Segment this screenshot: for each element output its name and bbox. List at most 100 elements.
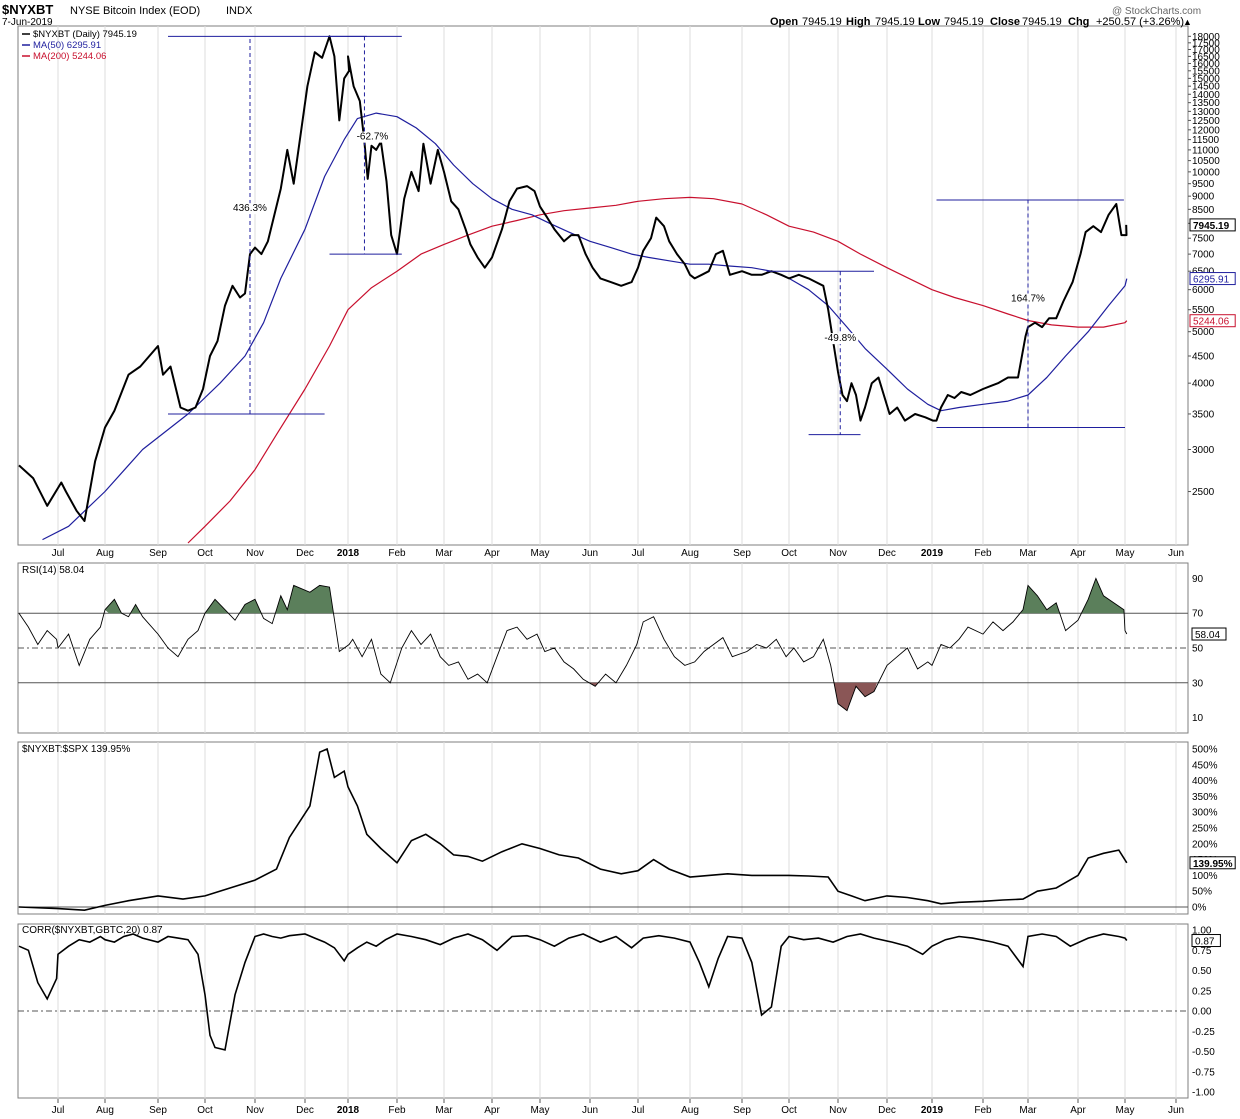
x-tick-label-top-13: Aug (681, 548, 699, 559)
ratio-y-tick-1: 50% (1192, 887, 1212, 898)
annotation-label-3: 164.7% (1011, 293, 1045, 304)
price-y-tick-14: 9500 (1192, 179, 1215, 190)
last-ratio-label: 139.95% (1193, 859, 1233, 870)
ratio-y-tick-10: 500% (1192, 745, 1218, 756)
x-tick-label-top-9: Apr (484, 548, 500, 559)
header-chg-label: Chg (1068, 16, 1089, 28)
rsi-overbought-fill-0 (105, 599, 122, 614)
last-ma200-label-box (1189, 314, 1236, 328)
header-date: 7-Jun-2019 (2, 17, 53, 28)
x-tick-label-bottom-16: Nov (829, 1105, 847, 1116)
last-ma200-label: 5244.06 (1193, 317, 1230, 328)
panel-frame-3 (17, 741, 1189, 915)
ratio-y-tick-0: 0% (1192, 903, 1207, 914)
x-tick-label-bottom-19: Feb (974, 1105, 992, 1116)
price-y-tick-21: 13000 (1192, 107, 1220, 118)
legend-entry-0: $NYXBT (Daily) 7945.19 (33, 29, 137, 40)
x-tick-label-top-0: Jul (52, 548, 65, 559)
header-exchange: INDX (226, 5, 253, 17)
header-name: NYSE Bitcoin Index (EOD) (70, 5, 200, 17)
x-tick-label-bottom-20: Mar (1019, 1105, 1037, 1116)
x-tick-label-top-12: Jul (632, 548, 645, 559)
x-tick-label-bottom-9: Apr (484, 1105, 500, 1116)
x-tick-label-top-21: Apr (1070, 548, 1086, 559)
x-tick-label-bottom-18: 2019 (921, 1105, 944, 1116)
corr-y-tick-0: -1.00 (1192, 1088, 1215, 1099)
corr-y-tick-2: -0.50 (1192, 1047, 1215, 1058)
price-y-tick-16: 10500 (1192, 156, 1220, 167)
last-ma50-label: 6295.91 (1193, 275, 1230, 286)
x-tick-label-top-17: Dec (878, 548, 896, 559)
header-high-label: High (846, 16, 871, 28)
header-open: 7945.19 (802, 16, 842, 28)
rsi-overbought-fill-4 (275, 585, 334, 614)
annotation-label-bg-1 (354, 131, 391, 143)
x-tick-label-bottom-10: May (531, 1105, 550, 1116)
annotation-label-bg-2 (822, 333, 859, 345)
x-tick-label-bottom-1: Aug (96, 1105, 114, 1116)
corr-series (18, 933, 1128, 1051)
x-tick-label-top-22: May (1116, 548, 1135, 559)
price-y-tick-27: 16000 (1192, 59, 1220, 70)
x-tick-label-top-19: Feb (974, 548, 992, 559)
corr-y-tick-3: -0.25 (1192, 1027, 1215, 1038)
x-tick-label-top-11: Jun (582, 548, 598, 559)
rsi-overbought-fill-5 (1020, 585, 1060, 614)
corr-y-tick-1: -0.75 (1192, 1067, 1215, 1078)
price-y-tick-9: 7000 (1192, 250, 1215, 261)
chg-arrow-icon: ▲ (1183, 17, 1192, 27)
x-tick-label-top-20: Mar (1019, 548, 1037, 559)
x-tick-label-bottom-13: Aug (681, 1105, 699, 1116)
header-high: 7945.19 (875, 16, 915, 28)
ratio-y-tick-2: 100% (1192, 871, 1218, 882)
price-y-tick-1: 3000 (1192, 445, 1215, 456)
header-low-label: Low (918, 16, 940, 28)
x-tick-label-bottom-7: Feb (388, 1105, 406, 1116)
rsi-title: RSI(14) 58.04 (22, 565, 85, 576)
price-y-tick-19: 12000 (1192, 125, 1220, 136)
ratio-y-tick-9: 450% (1192, 760, 1218, 771)
x-tick-label-top-3: Oct (197, 548, 213, 559)
annotation-label-1: -62.7% (357, 132, 389, 143)
annotation-label-bg-3 (1010, 293, 1046, 305)
price-y-tick-17: 11000 (1192, 145, 1220, 156)
price-y-tick-7: 6000 (1192, 285, 1215, 296)
price-y-tick-15: 10000 (1192, 167, 1220, 178)
last-ma50-label-box (1189, 272, 1236, 286)
price-y-tick-24: 14500 (1192, 82, 1220, 93)
last-ratio-label-box (1189, 856, 1236, 870)
price-y-tick-2: 3500 (1192, 409, 1215, 420)
rsi-y-tick-2: 50 (1192, 644, 1204, 655)
x-tick-label-top-15: Oct (781, 548, 797, 559)
price-y-tick-18: 11500 (1192, 135, 1220, 146)
last-rsi-label: 58.04 (1195, 630, 1220, 641)
rsi-oversold-fill-0 (590, 682, 599, 687)
x-tick-label-bottom-17: Dec (878, 1105, 896, 1116)
x-tick-label-top-23: Jun (1168, 548, 1184, 559)
header-low: 7945.19 (944, 16, 984, 28)
price-y-tick-23: 14000 (1192, 90, 1220, 101)
price-series-price (18, 35, 1128, 522)
legend-entry-2: MA(200) 5244.06 (33, 51, 106, 62)
last-price-label: 7945.19 (1193, 221, 1230, 232)
x-tick-label-bottom-11: Jun (582, 1105, 598, 1116)
x-tick-label-bottom-22: May (1116, 1105, 1135, 1116)
x-tick-label-top-14: Sep (733, 548, 751, 559)
header-open-label: Open (770, 16, 798, 28)
x-tick-label-top-5: Dec (296, 548, 314, 559)
x-tick-label-top-2: Sep (149, 548, 167, 559)
last-rsi-label-box (1191, 627, 1227, 641)
x-tick-label-top-4: Nov (246, 548, 264, 559)
rsi-y-tick-1: 30 (1192, 678, 1204, 689)
price-y-tick-22: 13500 (1192, 98, 1220, 109)
corr-y-tick-5: 0.25 (1192, 986, 1212, 997)
price-y-tick-25: 15000 (1192, 74, 1220, 85)
price-series-ma200 (187, 196, 1128, 544)
ratio-y-tick-7: 350% (1192, 792, 1218, 803)
corr-title: CORR($NYXBT,GBTC,20) 0.87 (22, 925, 163, 936)
corr-y-tick-8: 1.00 (1192, 926, 1212, 937)
x-tick-label-top-18: 2019 (921, 548, 944, 559)
x-tick-label-bottom-5: Dec (296, 1105, 314, 1116)
